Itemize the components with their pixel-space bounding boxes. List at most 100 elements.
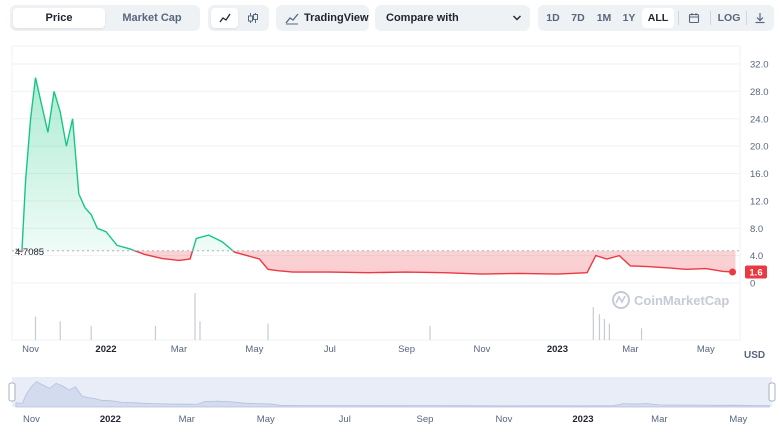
compare-with-select[interactable]: Compare with bbox=[375, 5, 530, 31]
toolbar-divider bbox=[710, 11, 711, 25]
x-tick-label: Sep bbox=[398, 344, 415, 355]
candlestick-button[interactable] bbox=[239, 8, 266, 28]
chart-toolbar: Price Market Cap TradingView Compare wit… bbox=[10, 5, 774, 31]
navigator-tick-label: Jul bbox=[339, 414, 351, 425]
download-icon bbox=[755, 13, 765, 24]
volume-bar bbox=[34, 316, 37, 340]
volume-bar bbox=[199, 321, 201, 340]
toolbar-divider bbox=[678, 11, 679, 25]
calendar-icon bbox=[688, 13, 700, 24]
y-tick-label: 4.0 bbox=[750, 251, 763, 262]
volume-bar bbox=[429, 325, 431, 340]
price-lines bbox=[15, 77, 736, 275]
y-tick-label: 16.0 bbox=[750, 169, 769, 180]
navigator-tick-label: May bbox=[729, 414, 747, 425]
price-tab[interactable]: Price bbox=[13, 8, 105, 28]
coinmarketcap-logo-mark bbox=[615, 295, 626, 304]
toolbar-divider bbox=[746, 11, 747, 25]
price-area-up bbox=[15, 77, 233, 251]
y-tick-label: 20.0 bbox=[750, 142, 769, 153]
range-navigator[interactable] bbox=[8, 377, 776, 408]
x-tick-label: 2023 bbox=[547, 344, 568, 355]
compare-label: Compare with bbox=[386, 12, 459, 24]
x-tick-label: Mar bbox=[622, 344, 638, 355]
x-tick-label: May bbox=[697, 344, 715, 355]
watermark-text: CoinMarketCap bbox=[634, 293, 729, 308]
candlestick-icon bbox=[247, 13, 258, 23]
tradingview-label: TradingView bbox=[304, 12, 369, 24]
tradingview-button[interactable]: TradingView bbox=[276, 5, 369, 31]
y-tick-label: 24.0 bbox=[750, 114, 769, 125]
current-price-dot bbox=[729, 268, 737, 276]
navigator-track bbox=[12, 377, 772, 407]
y-tick-label: 0 bbox=[750, 279, 755, 290]
coinmarketcap-watermark: CoinMarketCap bbox=[612, 291, 729, 309]
range-all[interactable]: ALL bbox=[642, 8, 674, 28]
range-1d[interactable]: 1D bbox=[546, 12, 560, 24]
price-line-up bbox=[15, 77, 234, 251]
x-tick-label: May bbox=[245, 344, 263, 355]
currency-label: USD bbox=[744, 350, 765, 361]
log-scale-toggle[interactable]: LOG bbox=[717, 12, 741, 24]
navigator-handle-right[interactable] bbox=[768, 382, 776, 402]
current-price-badge bbox=[745, 265, 767, 279]
price-area-down bbox=[15, 250, 736, 275]
volume-bar bbox=[90, 325, 92, 340]
volume-bar bbox=[59, 321, 61, 340]
tradingview-icon bbox=[285, 13, 299, 25]
current-price-label: 1.6 bbox=[749, 268, 762, 279]
time-range-selector: 1D 7D 1M 1Y ALL LOG bbox=[538, 5, 774, 31]
baseline-group: 4.7085 bbox=[12, 247, 740, 258]
download-button[interactable] bbox=[750, 8, 770, 28]
x-tick-label: Mar bbox=[171, 344, 187, 355]
navigator-tick-label: Nov bbox=[496, 414, 513, 425]
navigator-tick-label: 2022 bbox=[100, 414, 121, 425]
navigator-axis: Nov 2022 Mar May Jul Sep Nov 2023 Mar May bbox=[23, 414, 748, 425]
coinmarketcap-logo-icon bbox=[612, 291, 630, 309]
price-marketcap-toggle: Price Market Cap bbox=[10, 5, 200, 31]
y-tick-label: 28.0 bbox=[750, 87, 769, 98]
chart-grid bbox=[11, 45, 741, 341]
navigator-tick-label: May bbox=[257, 414, 275, 425]
range-1y[interactable]: 1Y bbox=[622, 12, 636, 24]
volume-bar bbox=[592, 307, 594, 340]
baseline-label: 4.7085 bbox=[15, 247, 44, 258]
chart-type-toggle bbox=[208, 5, 269, 31]
price-area bbox=[15, 77, 736, 275]
line-chart-button[interactable] bbox=[211, 8, 238, 28]
x-axis: Nov 2022 Mar May Jul Sep Nov 2023 Mar May bbox=[22, 344, 715, 355]
volume-bar bbox=[603, 318, 606, 340]
y-tick-label: 8.0 bbox=[750, 224, 763, 235]
navigator-preview bbox=[15, 381, 770, 408]
price-line-down bbox=[17, 250, 736, 275]
x-tick-label: Jul bbox=[324, 344, 336, 355]
volume-bar bbox=[194, 293, 196, 340]
navigator-tick-label: 2023 bbox=[572, 414, 593, 425]
range-1m[interactable]: 1M bbox=[596, 12, 612, 24]
volume-bar bbox=[267, 323, 269, 340]
volume-bar bbox=[598, 314, 601, 340]
navigator-tick-label: Mar bbox=[651, 414, 667, 425]
x-tick-label: 2022 bbox=[95, 344, 116, 355]
chevron-down-icon bbox=[513, 15, 521, 21]
market-cap-tab[interactable]: Market Cap bbox=[122, 12, 182, 24]
current-price-tag: 1.6 bbox=[729, 265, 767, 279]
y-tick-label: 12.0 bbox=[750, 196, 769, 207]
navigator-handle-left[interactable] bbox=[8, 382, 16, 402]
volume-bar bbox=[608, 323, 610, 340]
navigator-tick-label: Mar bbox=[179, 414, 195, 425]
calendar-button[interactable] bbox=[683, 8, 705, 28]
navigator-tick-label: Nov bbox=[23, 414, 40, 425]
range-7d[interactable]: 7D bbox=[571, 12, 585, 24]
y-tick-label: 32.0 bbox=[750, 60, 769, 71]
y-axis: 32.0 28.0 24.0 20.0 16.0 12.0 8.0 4.0 0 bbox=[750, 60, 769, 290]
chart-frame bbox=[11, 45, 741, 341]
x-tick-label: Nov bbox=[22, 344, 39, 355]
line-chart-icon bbox=[218, 13, 231, 23]
volume-bar bbox=[154, 325, 157, 340]
navigator-tick-label: Sep bbox=[417, 414, 434, 425]
volume-bar bbox=[640, 328, 643, 340]
x-tick-label: Nov bbox=[474, 344, 491, 355]
volume-bars bbox=[34, 293, 643, 340]
